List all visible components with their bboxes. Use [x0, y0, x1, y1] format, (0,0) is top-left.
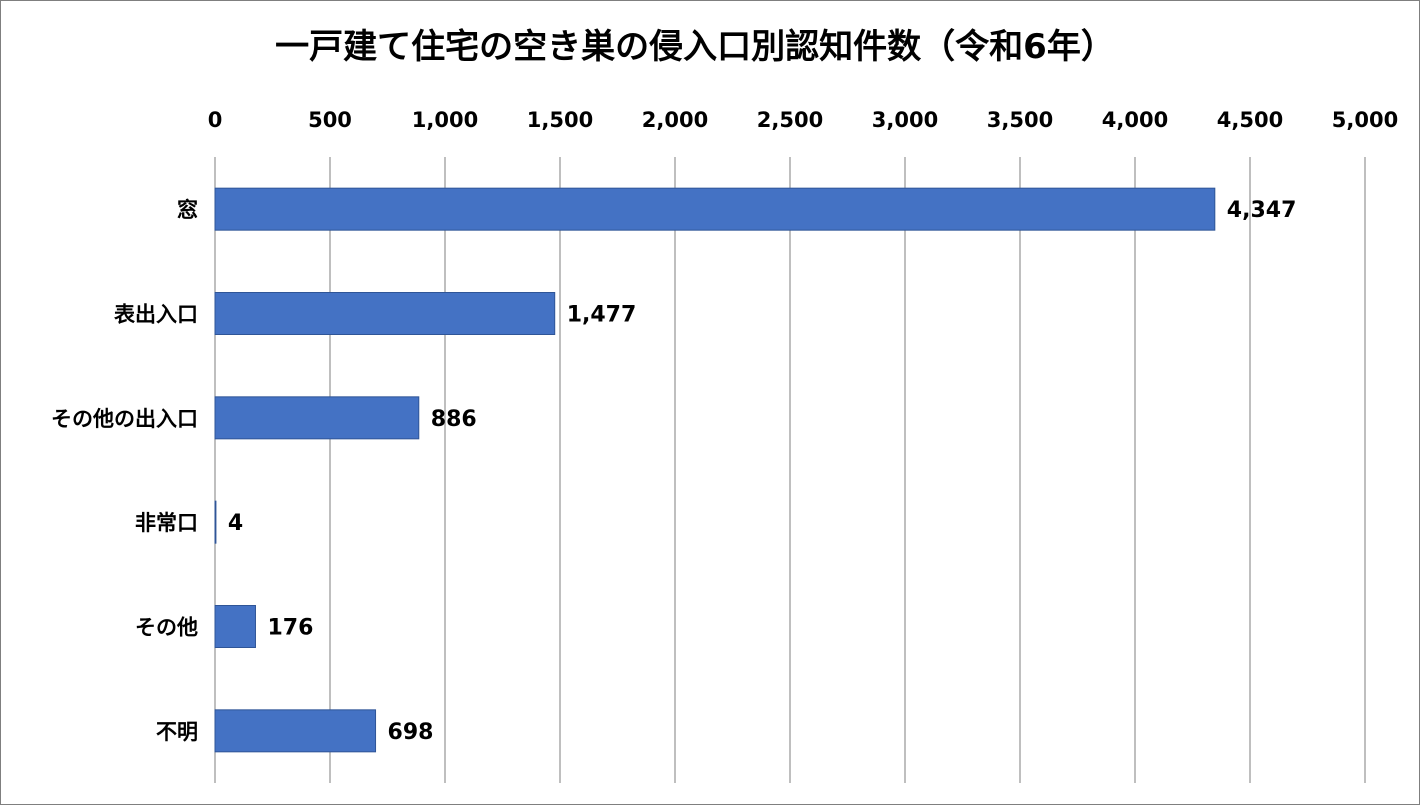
category-label: その他の出入口: [51, 407, 198, 431]
data-label: 4,347: [1227, 198, 1297, 223]
x-tick-label: 4,000: [1102, 108, 1168, 132]
x-tick-label: 1,000: [412, 108, 478, 132]
x-tick-label: 500: [308, 108, 352, 132]
data-label: 886: [431, 407, 477, 432]
data-label: 1,477: [567, 303, 637, 328]
x-tick-label: 2,000: [642, 108, 708, 132]
x-tick-label: 3,500: [987, 108, 1053, 132]
x-tick-label: 1,500: [527, 108, 593, 132]
bar: [214, 605, 256, 648]
category-label: 窓: [177, 198, 198, 222]
bar: [214, 709, 377, 753]
bar: [214, 396, 420, 440]
data-label: 176: [267, 616, 313, 641]
x-tick-label: 3,000: [872, 108, 938, 132]
category-label: 不明: [156, 720, 198, 744]
bar: [214, 500, 217, 544]
x-tick-label: 4,500: [1217, 108, 1283, 132]
bar: [214, 187, 1216, 231]
category-label: 表出入口: [114, 303, 198, 327]
x-tick-label: 2,500: [757, 108, 823, 132]
x-axis-ticks: 0 500 1,000 1,500 2,000 2,500 3,000 3,500 4,000 4…: [208, 108, 1399, 132]
data-labels: 4,347 1,477 886 4 176 698: [228, 198, 1296, 745]
x-tick-label: 0: [208, 108, 223, 132]
category-label: 非常口: [135, 511, 198, 535]
bars: [214, 187, 1216, 753]
x-tick-label: 5,000: [1332, 108, 1398, 132]
data-label: 698: [388, 720, 434, 745]
grid-lines: [214, 157, 1366, 783]
chart-title: 一戸建て住宅の空き巣の侵入口別認知件数（令和6年）: [275, 27, 1115, 67]
category-label: その他: [135, 616, 198, 640]
data-label: 4: [228, 511, 243, 536]
bar: [214, 292, 556, 335]
